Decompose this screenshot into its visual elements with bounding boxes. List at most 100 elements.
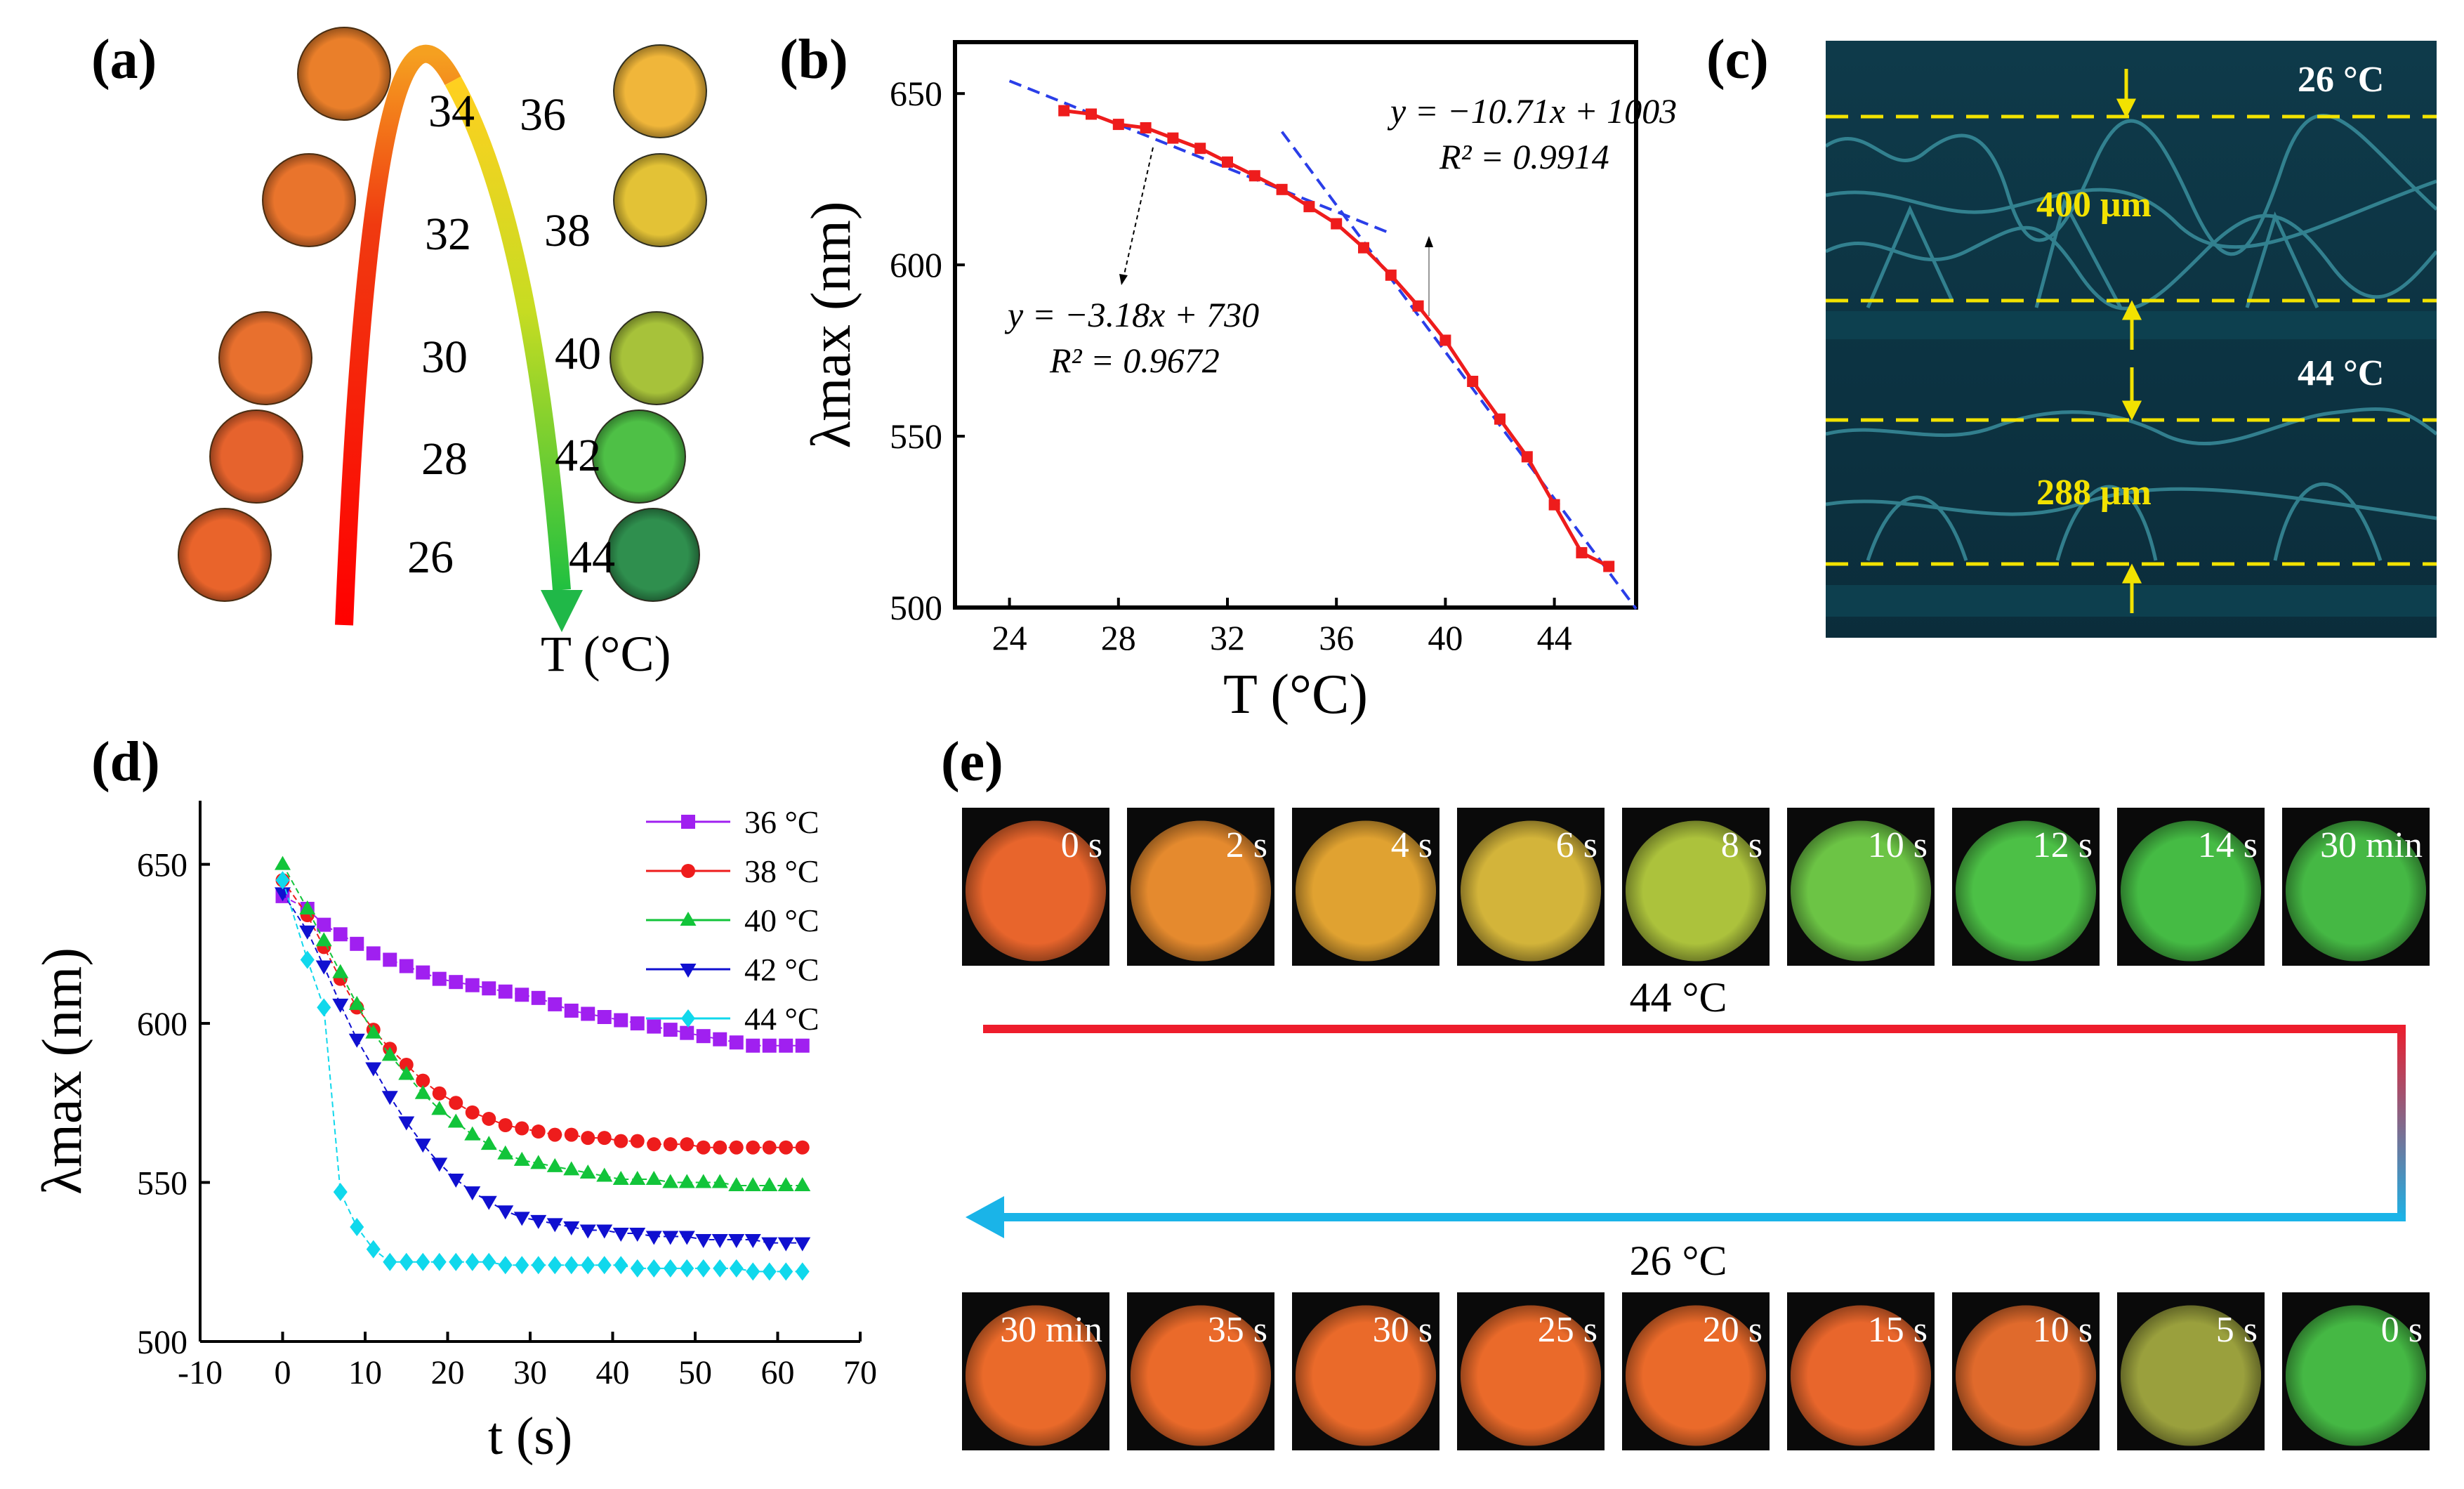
series-point bbox=[449, 975, 463, 990]
series-point bbox=[630, 1016, 645, 1031]
measured-point bbox=[1385, 269, 1397, 281]
time-label: 30 s bbox=[1373, 1310, 1432, 1350]
cooling-arrowhead bbox=[966, 1196, 1004, 1238]
series-point bbox=[564, 1256, 579, 1275]
bottom-thickness: 288 μm bbox=[2036, 473, 2152, 513]
x-tick-label: 60 bbox=[761, 1354, 795, 1391]
series-point bbox=[612, 1171, 629, 1185]
fit1-r2: R² = 0.9672 bbox=[1049, 341, 1220, 380]
series-point bbox=[530, 1155, 547, 1169]
series-point bbox=[761, 1177, 778, 1192]
series-point bbox=[546, 1218, 563, 1233]
series-point bbox=[432, 1252, 447, 1271]
measured-point bbox=[1167, 132, 1179, 144]
time-label: 0 s bbox=[2381, 1310, 2423, 1350]
time-label: 35 s bbox=[1208, 1310, 1267, 1350]
series-point bbox=[696, 1029, 711, 1044]
disk-shade bbox=[1131, 1305, 1271, 1446]
series-point bbox=[414, 1084, 431, 1099]
temp-label-26: 26 bbox=[407, 532, 454, 583]
series-point bbox=[365, 1024, 382, 1039]
series-point bbox=[398, 1116, 415, 1131]
panel-d-letter: (d) bbox=[91, 731, 160, 793]
fit2-r2: R² = 0.9914 bbox=[1439, 137, 1609, 176]
measured-point bbox=[1086, 108, 1097, 120]
series-point bbox=[662, 1231, 679, 1245]
measured-point bbox=[1358, 242, 1369, 254]
series-point bbox=[432, 1086, 447, 1101]
y-tick-label: 500 bbox=[890, 588, 942, 627]
series-point bbox=[348, 1033, 365, 1048]
disk-shade bbox=[1791, 820, 1931, 962]
turn-line bbox=[2397, 1025, 2406, 1221]
series-point bbox=[647, 1259, 661, 1278]
time-label: 5 s bbox=[2216, 1310, 2258, 1350]
cooling-frame: 35 s bbox=[1127, 1292, 1274, 1450]
disk-shade bbox=[1791, 1305, 1931, 1446]
arch-arrowhead bbox=[541, 590, 583, 632]
series-point bbox=[695, 1174, 712, 1188]
legend-label: 38 °C bbox=[744, 853, 819, 889]
series-point bbox=[531, 990, 546, 1005]
series-point bbox=[399, 959, 414, 973]
fit-line-2 bbox=[1280, 131, 1638, 610]
disk-shade bbox=[1626, 1305, 1766, 1446]
measured-point bbox=[1548, 499, 1560, 511]
series-point bbox=[431, 1101, 448, 1115]
series-point bbox=[348, 995, 365, 1010]
series-point bbox=[332, 998, 349, 1013]
series-point bbox=[564, 1127, 579, 1142]
series-point bbox=[647, 1019, 661, 1034]
series-point bbox=[746, 1140, 760, 1155]
series-point bbox=[432, 971, 447, 986]
series-point bbox=[383, 952, 397, 967]
x-tick-label: 28 bbox=[1101, 618, 1136, 657]
chart-d: -10 0 10 20 30 40 50 60 70 500 550 600 650 t (s) λmax … bbox=[32, 801, 877, 1466]
fit2-equation: y = −10.71x + 1003 bbox=[1387, 91, 1677, 131]
time-label: 30 min bbox=[2320, 825, 2423, 865]
series-point bbox=[350, 1217, 364, 1236]
y-tick-label: 650 bbox=[890, 74, 942, 113]
x-tick-label: 70 bbox=[843, 1354, 877, 1391]
series-point bbox=[579, 1164, 596, 1179]
legend-marker bbox=[681, 815, 695, 829]
legend-marker bbox=[681, 1009, 695, 1028]
series-point bbox=[663, 1259, 678, 1278]
temp-label-42: 42 bbox=[555, 430, 601, 481]
y-tick-label: 500 bbox=[137, 1324, 187, 1361]
dot-shade bbox=[614, 154, 706, 247]
series-point bbox=[513, 1151, 530, 1166]
fit1-pointer-head bbox=[1119, 274, 1128, 285]
series-point bbox=[581, 1131, 595, 1146]
disk-shade bbox=[1131, 820, 1271, 962]
y-axis-label: λmax (nm) bbox=[801, 201, 862, 448]
heating-frame: 2 s bbox=[1127, 808, 1274, 966]
disk-shade bbox=[966, 1305, 1106, 1446]
measured-point bbox=[1439, 334, 1451, 346]
series-point bbox=[564, 1003, 579, 1018]
series-point bbox=[315, 932, 332, 947]
series-point bbox=[350, 936, 364, 951]
series-point bbox=[465, 978, 480, 992]
time-label: 10 s bbox=[1868, 825, 1928, 865]
x-axis-label: T (°C) bbox=[1223, 664, 1368, 726]
series-point bbox=[548, 1256, 562, 1275]
series-point bbox=[795, 1038, 810, 1053]
temp-label-40: 40 bbox=[555, 328, 601, 379]
measured-point bbox=[1603, 560, 1615, 572]
series-point bbox=[629, 1171, 646, 1185]
series-point bbox=[515, 1121, 529, 1136]
dot-shade bbox=[210, 410, 303, 503]
panel-c: 26 °C 400 μm 44 °C 288 μm bbox=[1826, 41, 2437, 638]
series-point bbox=[317, 998, 331, 1017]
series-point bbox=[630, 1134, 645, 1148]
series-point bbox=[416, 1252, 430, 1271]
time-label: 8 s bbox=[1721, 825, 1763, 865]
arch-left bbox=[335, 44, 461, 626]
series-point bbox=[299, 925, 316, 940]
series-point bbox=[563, 1221, 580, 1235]
panel-a: 26 28 30 32 34 36 38 40 42 44 T (°C) bbox=[178, 27, 707, 682]
x-tick-label: -10 bbox=[178, 1354, 223, 1391]
series-point bbox=[795, 1262, 810, 1281]
series-point bbox=[581, 1006, 595, 1021]
